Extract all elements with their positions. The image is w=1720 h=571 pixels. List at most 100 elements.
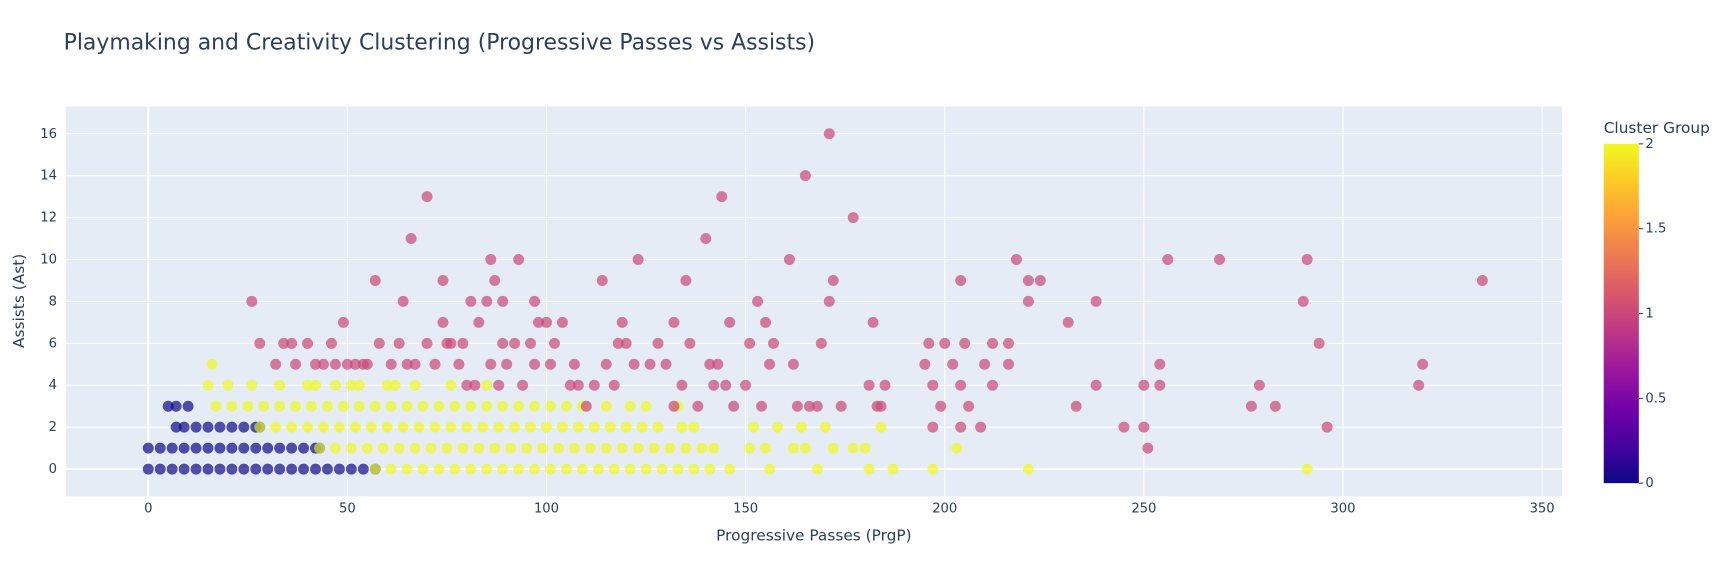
point [493,421,505,433]
point [405,233,417,245]
x-tick-label: 250 [1131,501,1156,516]
labels: 0 50 100 150 200 250 300 350 0 2 4 6 8 10 12 14 16 0 0.5 1 1… [40,127,1666,517]
point [955,379,967,391]
point [1162,254,1174,265]
y-tick-label: 8 [49,294,57,309]
point [310,463,322,475]
point [497,295,509,307]
point [190,421,202,433]
point [497,463,509,475]
y-tick-label: 14 [40,169,57,184]
point [564,379,576,391]
point [333,421,345,433]
point [568,442,580,454]
point [497,337,509,349]
point [744,442,756,454]
point [728,400,740,412]
point [529,400,541,412]
point [764,358,776,370]
point [708,442,720,454]
point [453,358,465,370]
point [588,421,600,433]
point [648,442,660,454]
point [596,274,608,286]
point [270,421,282,433]
point [238,421,250,433]
point [772,421,783,433]
point [620,421,632,433]
point [142,442,154,454]
point [182,400,194,412]
point [919,358,931,370]
point [489,442,501,454]
point [409,358,421,370]
point [676,379,688,391]
point [509,337,521,349]
point [481,379,493,391]
point [815,337,827,349]
point [620,337,632,349]
point [847,442,859,454]
point [887,463,899,475]
point [485,358,497,370]
point [704,358,716,370]
point [525,421,537,433]
point [353,400,365,412]
colorbar-tick-label: 0.5 [1645,391,1666,406]
point [987,379,999,391]
point [258,400,270,412]
point [684,337,696,349]
point [1313,337,1325,349]
point [672,463,684,475]
point [477,421,489,433]
point [1002,337,1014,349]
point [321,463,333,475]
point [513,400,525,412]
x-tick-label: 200 [932,501,957,516]
points [142,128,1488,475]
point [1301,463,1313,475]
y-tick-label: 12 [40,211,57,226]
point [401,400,413,412]
point [317,421,329,433]
y-axis-title: Assists (Ast) [10,254,28,348]
point [302,379,314,391]
y-tick-label: 0 [49,462,57,477]
point [226,421,238,433]
point [787,442,799,454]
x-tick-label: 50 [339,501,356,516]
point [385,400,397,412]
point [202,463,214,475]
point [298,442,310,454]
point [712,358,724,370]
point [210,400,222,412]
point [664,442,676,454]
point [286,463,298,475]
point [1138,421,1150,433]
point [608,463,620,475]
point [799,442,811,454]
point [361,442,373,454]
point [529,358,541,370]
point [628,358,640,370]
point [529,295,541,307]
y-tick-label: 10 [40,253,57,268]
colorbar-tick-label: 2 [1645,137,1653,152]
point [329,358,341,370]
point [871,400,883,412]
point [521,442,533,454]
point [178,421,190,433]
point [377,442,389,454]
point [768,337,779,349]
point [668,316,680,328]
point [361,358,373,370]
point [764,463,776,475]
point [1413,379,1425,391]
point [349,358,361,370]
point [616,442,628,454]
point [867,316,879,328]
point [517,379,529,391]
point [429,358,441,370]
point [445,337,457,349]
point [190,442,202,454]
